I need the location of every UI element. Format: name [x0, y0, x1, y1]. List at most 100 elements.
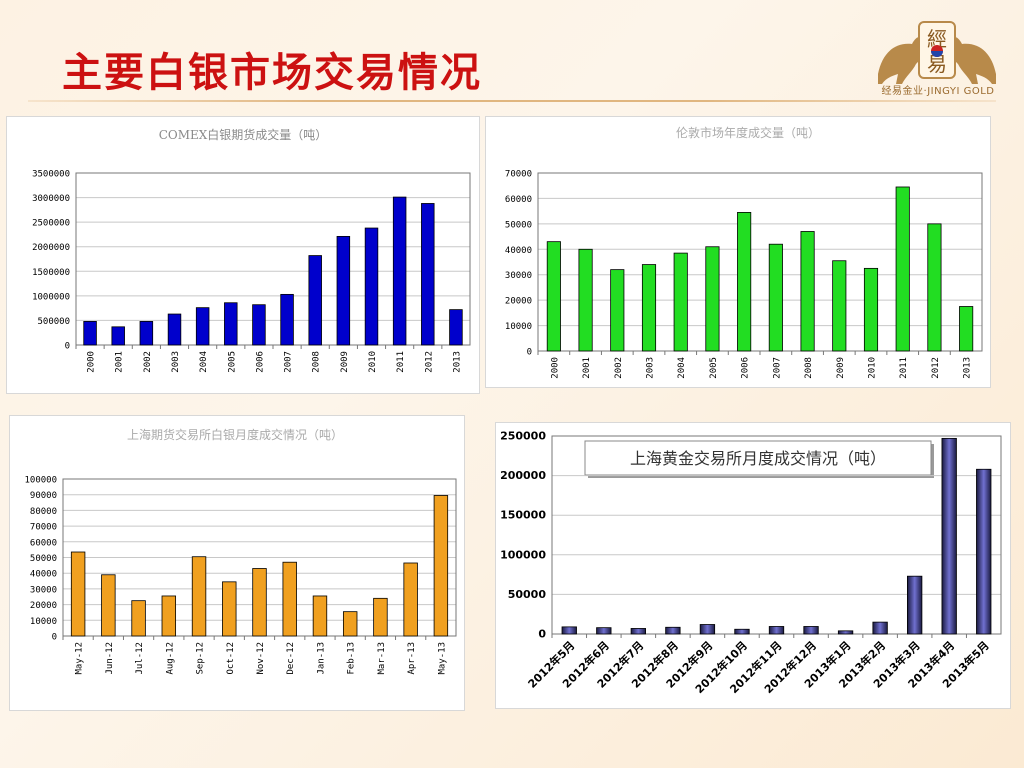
sge-bar	[803, 626, 819, 635]
comex-x-tick-label: 2011	[396, 351, 406, 373]
london-chart: 伦敦市场年度成交量（吨） 0 10000 20000 30000 40000 50000 60…	[505, 125, 983, 379]
london-y-tick-label: 70000	[505, 170, 532, 180]
comex-chart-panel: COMEX白银期货成交量（吨） 0 500000 1000000 1500000 2000…	[6, 116, 480, 394]
london-plot-frame	[537, 172, 983, 352]
london-bar	[578, 248, 593, 352]
sge-bar	[941, 437, 957, 635]
comex-y-tick-label: 2500000	[32, 219, 70, 229]
comex-y-tick-label: 1000000	[32, 292, 70, 302]
shfe-bar	[312, 595, 328, 637]
comex-x-tick-label: 2007	[284, 351, 294, 373]
comex-bar	[167, 313, 182, 346]
sge-bar	[561, 626, 577, 635]
shfe-x-tick-label: Aug-12	[165, 642, 175, 675]
comex-x-tick-label: 2000	[87, 351, 97, 373]
london-bar	[863, 267, 879, 352]
shfe-y-tick-label: 50000	[30, 554, 57, 564]
comex-chart-title: COMEX白银期货成交量（吨）	[159, 127, 328, 142]
london-x-tick-label: 2013	[963, 357, 973, 379]
shfe-y-tick-label: 80000	[30, 507, 57, 517]
comex-x-tick-label: 2010	[368, 351, 378, 373]
london-bar	[895, 186, 910, 352]
london-bar	[800, 231, 815, 352]
london-bar	[610, 269, 625, 352]
london-x-tick-label: 2000	[550, 357, 560, 379]
shfe-x-tick-label: Mar-13	[377, 642, 387, 675]
comex-x-tick-label: 2005	[227, 351, 237, 373]
comex-x-tick-label: 2013	[452, 351, 462, 373]
sge-bar	[699, 624, 716, 635]
comex-x-tick-label: 2003	[171, 351, 181, 373]
shfe-x-tick-label: Feb-13	[347, 642, 357, 675]
london-x-tick-label: 2006	[741, 357, 751, 379]
logo-caption: 经易金业·JINGYI GOLD	[881, 86, 995, 97]
title-divider	[28, 100, 996, 102]
shfe-y-tick-label: 20000	[30, 601, 57, 611]
london-y-tick-label: 20000	[505, 297, 532, 307]
comex-bar	[224, 302, 238, 346]
shfe-bar	[403, 562, 418, 637]
london-x-tick-label: 2008	[804, 357, 814, 379]
london-y-tick-label: 40000	[505, 246, 532, 256]
sge-y-tick-label: 250000	[500, 430, 546, 443]
shfe-bar	[191, 556, 207, 637]
london-x-tick-label: 2010	[868, 357, 878, 379]
shfe-bar	[342, 611, 358, 637]
comex-bar	[449, 309, 463, 346]
london-x-tick-label: 2003	[646, 357, 656, 379]
comex-y-tick-label: 3000000	[32, 194, 70, 204]
shfe-x-tick-label: Sep-12	[196, 642, 206, 675]
sge-bar	[907, 575, 923, 635]
london-x-tick-label: 2002	[614, 357, 624, 379]
london-x-tick-label: 2005	[709, 357, 719, 379]
shfe-y-tick-label: 0	[52, 633, 57, 643]
london-y-tick-label: 30000	[505, 271, 532, 281]
comex-x-tick-label: 2002	[143, 351, 153, 373]
london-bar	[927, 223, 942, 352]
bull-logo-icon: 經 易	[878, 21, 996, 84]
shfe-chart-title: 上海期货交易所白银月度成交情况（吨）	[127, 427, 343, 442]
sge-chart-title: 上海黄金交易所月度成交情况（吨）	[630, 449, 886, 468]
comex-x-tick-label: 2006	[255, 351, 265, 373]
london-chart-panel: 伦敦市场年度成交量（吨） 0 10000 20000 30000 40000 50000 60…	[485, 116, 991, 388]
london-bar	[959, 306, 974, 352]
comex-bar	[280, 293, 294, 346]
comex-y-tick-label: 3500000	[32, 170, 70, 180]
sge-title-box	[584, 440, 932, 476]
london-x-tick-label: 2007	[772, 357, 782, 379]
shfe-chart-panel: 上海期货交易所白银月度成交情况（吨） 0 10000 20000 30000 40000 5…	[9, 415, 465, 711]
comex-bar	[364, 227, 379, 346]
shfe-y-tick-label: 90000	[30, 491, 57, 501]
comex-x-tick-label: 2009	[340, 351, 350, 373]
comex-x-tick-label: 2008	[312, 351, 322, 373]
comex-bar	[83, 321, 97, 346]
shfe-y-tick-label: 60000	[30, 538, 57, 548]
london-bar	[705, 246, 720, 352]
shfe-chart: 上海期货交易所白银月度成交情况（吨） 0 10000 20000 30000 40000 5…	[24, 427, 457, 675]
london-chart-title: 伦敦市场年度成交量（吨）	[676, 125, 820, 140]
comex-y-tick-label: 500000	[37, 317, 70, 327]
shfe-x-tick-label: Jan-13	[316, 642, 326, 675]
jingyi-logo: 經 易	[872, 14, 1002, 98]
sge-y-tick-label: 200000	[500, 469, 546, 482]
logo-glyph-bottom: 易	[927, 52, 947, 76]
comex-bar	[139, 321, 154, 346]
shfe-x-tick-label: Nov-12	[256, 642, 266, 675]
london-bar	[673, 252, 688, 352]
sge-bar	[837, 630, 854, 635]
sge-y-tick-label: 50000	[508, 588, 547, 601]
shfe-bar	[282, 561, 297, 637]
shfe-bar	[433, 495, 449, 637]
comex-x-tick-label: 2012	[424, 351, 434, 373]
sge-bar	[630, 628, 646, 635]
comex-bar	[195, 307, 210, 346]
london-bar	[737, 212, 752, 352]
comex-bar	[336, 235, 351, 346]
logo-glyph-top: 經	[927, 27, 947, 51]
london-y-tick-label: 10000	[505, 322, 532, 332]
london-x-tick-label: 2011	[899, 357, 909, 379]
london-bar	[546, 241, 561, 352]
comex-x-tick-label: 2001	[115, 351, 125, 373]
shfe-bar	[161, 595, 177, 637]
shfe-x-tick-label: Oct-12	[226, 642, 236, 675]
